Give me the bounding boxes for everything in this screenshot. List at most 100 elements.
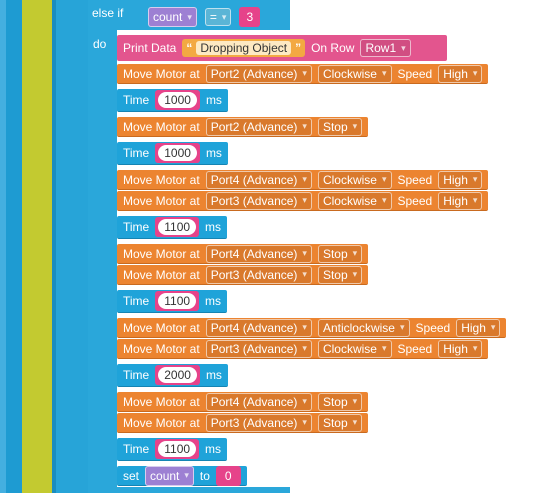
unit: ms (205, 93, 222, 107)
move-block[interactable]: Move Motor at Port3 (Advance) Stop (117, 413, 369, 433)
unit: ms (205, 442, 222, 456)
unit: ms (205, 220, 222, 234)
speed-dropdown[interactable]: High (438, 339, 483, 358)
port-dropdown[interactable]: Port4 (Advance) (205, 318, 312, 337)
move-block[interactable]: Move Motor at Port4 (Advance) Stop (117, 392, 369, 412)
condition[interactable]: count = 3 (148, 7, 261, 27)
label: Time (123, 93, 150, 107)
label: Move Motor at (123, 267, 200, 282)
string: “Dropping Object” (182, 39, 306, 57)
stripe (52, 0, 56, 493)
if-row (117, 0, 290, 30)
label: set (123, 468, 140, 483)
time-block[interactable]: Time 1100 ms (117, 438, 228, 461)
string-value[interactable]: Dropping Object (196, 41, 292, 55)
direction-dropdown[interactable]: Stop (317, 392, 363, 411)
move-block[interactable]: Move Motor at Port3 (Advance) Clockwise Spe… (117, 191, 489, 211)
speed-dropdown[interactable]: High (438, 191, 483, 210)
label: Speed (415, 320, 451, 335)
time-block[interactable]: Time 1100 ms (117, 216, 228, 239)
quote-icon: “ (186, 41, 193, 55)
dropdown[interactable]: Row1 (360, 39, 411, 57)
direction-dropdown[interactable]: Stop (317, 265, 363, 284)
stripe (56, 0, 88, 493)
direction-dropdown[interactable]: Stop (317, 413, 363, 432)
port-dropdown[interactable]: Port3 (Advance) (205, 339, 312, 358)
label: Time (123, 220, 150, 234)
time-block[interactable]: Time 2000 ms (117, 364, 228, 387)
label: Move Motor at (123, 172, 200, 187)
port-dropdown[interactable]: Port3 (Advance) (205, 191, 312, 210)
direction-dropdown[interactable]: Clockwise (317, 191, 392, 210)
label: On Row (311, 41, 355, 55)
number-value[interactable]: 1100 (158, 293, 197, 309)
number-value[interactable]: 1000 (158, 145, 197, 161)
label: Move Motor at (123, 66, 200, 81)
number: 1000 (155, 143, 200, 163)
if-block[interactable] (88, 0, 117, 493)
number: 1100 (155, 291, 200, 311)
port-dropdown[interactable]: Port2 (Advance) (205, 117, 312, 136)
port-dropdown[interactable]: Port2 (Advance) (205, 64, 312, 83)
quote-icon: ” (295, 41, 302, 55)
unit: ms (205, 294, 222, 308)
print-block[interactable]: Print Data “Dropping Object” On Row Row1 (117, 35, 447, 61)
number-value[interactable]: 2000 (158, 367, 197, 383)
time-block[interactable]: Time 1100 ms (117, 290, 228, 313)
time-block[interactable]: Time 1000 ms (117, 142, 228, 165)
label: Time (123, 368, 150, 382)
label: Move Motor at (123, 320, 200, 335)
direction-dropdown[interactable]: Stop (317, 244, 363, 263)
label: Move Motor at (123, 246, 200, 261)
label: Move Motor at (123, 394, 200, 409)
do-label: do (93, 37, 107, 51)
move-block[interactable]: Move Motor at Port2 (Advance) Stop (117, 117, 369, 137)
direction-dropdown[interactable]: Clockwise (317, 170, 392, 189)
move-block[interactable]: Move Motor at Port2 (Advance) Clockwise Spe… (117, 64, 489, 84)
move-block[interactable]: Move Motor at Port3 (Advance) Stop (117, 265, 369, 285)
direction-dropdown[interactable]: Clockwise (317, 339, 392, 358)
set-block[interactable]: set countto 0 (117, 465, 247, 486)
direction-dropdown[interactable]: Stop (317, 117, 363, 136)
variable[interactable]: count (145, 465, 194, 486)
move-block[interactable]: Move Motor at Port4 (Advance) Anticlockwis… (117, 318, 507, 338)
label: to (199, 468, 210, 483)
move-block[interactable]: Move Motor at Port4 (Advance) Clockwise Spe… (117, 170, 489, 190)
number-value[interactable]: 1100 (158, 441, 197, 457)
port-dropdown[interactable]: Port4 (Advance) (205, 170, 312, 189)
label: Move Motor at (123, 341, 200, 356)
label: Move Motor at (123, 415, 200, 430)
direction-dropdown[interactable]: Anticlockwise (317, 318, 410, 337)
if-bottom (117, 487, 290, 493)
number-value[interactable]: 0 (218, 467, 238, 484)
number: 1000 (155, 90, 200, 110)
number: 0 (215, 465, 241, 486)
direction-dropdown[interactable]: Clockwise (317, 64, 392, 83)
number: 1100 (155, 217, 200, 237)
variable[interactable]: count (148, 7, 197, 27)
port-dropdown[interactable]: Port3 (Advance) (205, 413, 312, 432)
number: 3 (239, 7, 261, 27)
label: Speed (397, 66, 433, 81)
operator[interactable]: = (204, 8, 232, 26)
move-block[interactable]: Move Motor at Port4 (Advance) Stop (117, 244, 369, 264)
port-dropdown[interactable]: Port3 (Advance) (205, 265, 312, 284)
unit: ms (205, 368, 222, 382)
port-dropdown[interactable]: Port4 (Advance) (205, 392, 312, 411)
label: Time (123, 146, 150, 160)
stripe (22, 0, 52, 493)
time-block[interactable]: Time 1000 ms (117, 89, 228, 112)
label: Speed (397, 193, 433, 208)
port-dropdown[interactable]: Port4 (Advance) (205, 244, 312, 263)
move-block[interactable]: Move Motor at Port3 (Advance) Clockwise Spe… (117, 339, 489, 359)
label: Speed (397, 172, 433, 187)
label: Speed (397, 341, 433, 356)
number-value[interactable]: 1100 (158, 219, 197, 235)
number-value[interactable]: 3 (242, 9, 258, 25)
speed-dropdown[interactable]: High (438, 170, 483, 189)
stripe (6, 0, 22, 493)
speed-dropdown[interactable]: High (456, 318, 501, 337)
number-value[interactable]: 1000 (158, 92, 197, 108)
speed-dropdown[interactable]: High (438, 64, 483, 83)
number: 1100 (155, 439, 200, 459)
